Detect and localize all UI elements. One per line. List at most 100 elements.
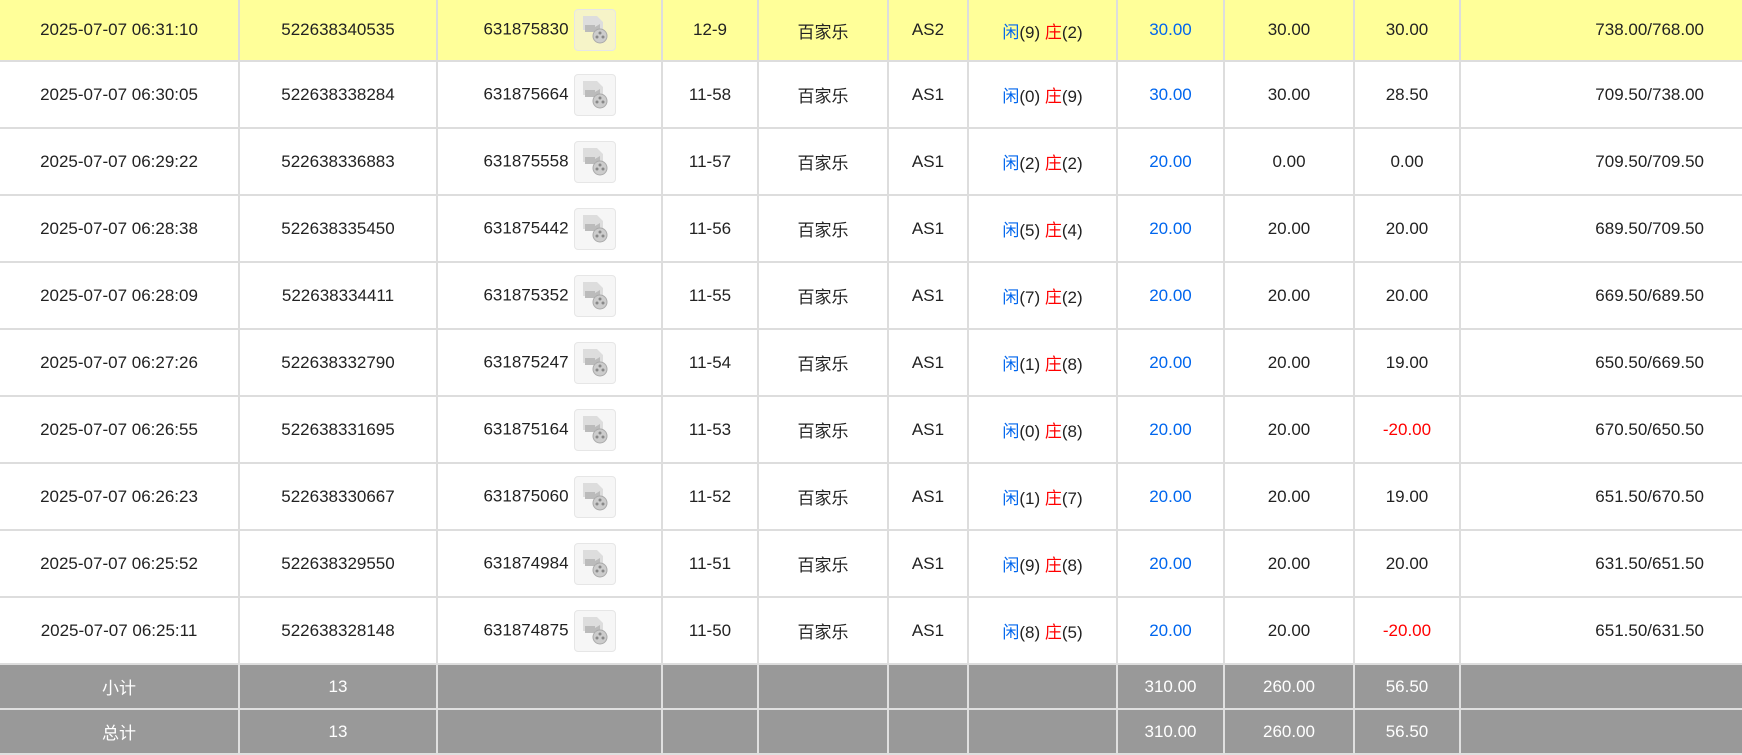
- game-name: 百家乐: [757, 0, 889, 62]
- round-id: 631875558: [483, 150, 569, 170]
- game-name: 百家乐: [757, 596, 889, 665]
- win-loss: 30.00: [1353, 0, 1461, 62]
- balance: 689.50/709.50: [1459, 194, 1742, 263]
- player-label: 闲: [1002, 556, 1020, 575]
- player-label: 闲: [1002, 288, 1020, 307]
- result: 闲(0) 庄(9): [967, 60, 1118, 129]
- banker-points: (7): [1061, 489, 1083, 508]
- video-replay-icon[interactable]: [573, 73, 616, 116]
- bet-amount: 20.00: [1116, 194, 1225, 263]
- banker-label: 庄: [1044, 556, 1062, 575]
- video-replay-icon[interactable]: [573, 140, 616, 183]
- video-replay-icon[interactable]: [573, 207, 616, 250]
- video-replay-icon[interactable]: [573, 408, 616, 451]
- shoe-number: 11-53: [661, 395, 759, 464]
- valid-bet: 20.00: [1223, 194, 1355, 263]
- balance: 709.50/709.50: [1459, 127, 1742, 196]
- banker-points: (2): [1061, 154, 1083, 173]
- summary-row: 小计 13 310.00 260.00 56.50: [0, 663, 1742, 710]
- banker-points: (9): [1061, 87, 1083, 106]
- video-replay-icon[interactable]: [573, 341, 616, 384]
- player-label: 闲: [1002, 154, 1020, 173]
- valid-bet: 20.00: [1223, 462, 1355, 531]
- bet-id: 522638335450: [238, 194, 438, 263]
- banker-label: 庄: [1044, 288, 1062, 307]
- banker-points: (8): [1061, 422, 1083, 441]
- banker-points: (8): [1061, 556, 1083, 575]
- round-id-cell: 631875247: [436, 328, 663, 397]
- banker-points: (2): [1061, 22, 1083, 42]
- table-row: 2025-07-07 06:27:26 522638332790 6318752…: [0, 328, 1742, 397]
- table-name: AS1: [887, 395, 969, 464]
- win-loss: 20.00: [1353, 529, 1461, 598]
- video-replay-icon[interactable]: [573, 609, 616, 652]
- bet-amount: 20.00: [1116, 261, 1225, 330]
- round-id: 631875664: [483, 83, 569, 103]
- video-replay-icon[interactable]: [573, 9, 616, 51]
- balance: 709.50/738.00: [1459, 60, 1742, 129]
- bet-id: 522638330667: [238, 462, 438, 531]
- bet-time: 2025-07-07 06:25:52: [0, 529, 240, 598]
- summary-valid: 260.00: [1223, 663, 1355, 710]
- summary-count: 13: [238, 663, 438, 710]
- round-id: 631875442: [483, 217, 569, 237]
- player-points: (8): [1019, 623, 1041, 642]
- bet-id: 522638332790: [238, 328, 438, 397]
- bet-time: 2025-07-07 06:29:22: [0, 127, 240, 196]
- banker-label: 庄: [1044, 355, 1062, 374]
- result: 闲(8) 庄(5): [967, 596, 1118, 665]
- bet-amount: 30.00: [1116, 0, 1225, 62]
- player-points: (0): [1019, 87, 1041, 106]
- table-name: AS1: [887, 529, 969, 598]
- player-label: 闲: [1002, 422, 1020, 441]
- player-label: 闲: [1002, 221, 1020, 240]
- player-points: (9): [1019, 22, 1041, 42]
- table-row: 2025-07-07 06:28:09 522638334411 6318753…: [0, 261, 1742, 330]
- summary-bet: 310.00: [1116, 708, 1225, 755]
- bet-time: 2025-07-07 06:27:26: [0, 328, 240, 397]
- video-replay-icon[interactable]: [573, 274, 616, 317]
- bet-id: 522638329550: [238, 529, 438, 598]
- bet-time: 2025-07-07 06:28:09: [0, 261, 240, 330]
- round-id-cell: 631875558: [436, 127, 663, 196]
- banker-label: 庄: [1044, 154, 1062, 173]
- banker-points: (2): [1061, 288, 1083, 307]
- player-points: (9): [1019, 556, 1041, 575]
- result: 闲(9) 庄(2): [967, 0, 1118, 62]
- game-name: 百家乐: [757, 462, 889, 531]
- result: 闲(0) 庄(8): [967, 395, 1118, 464]
- table-row: 2025-07-07 06:28:38 522638335450 6318754…: [0, 194, 1742, 263]
- round-id-cell: 631874984: [436, 529, 663, 598]
- valid-bet: 30.00: [1223, 60, 1355, 129]
- game-name: 百家乐: [757, 529, 889, 598]
- summary-count: 13: [238, 708, 438, 755]
- video-replay-icon[interactable]: [573, 475, 616, 518]
- table-name: AS1: [887, 60, 969, 129]
- summary-bet: 310.00: [1116, 663, 1225, 710]
- summary-win: 56.50: [1353, 708, 1461, 755]
- game-name: 百家乐: [757, 60, 889, 129]
- result: 闲(7) 庄(2): [967, 261, 1118, 330]
- summary-win: 56.50: [1353, 663, 1461, 710]
- win-loss: -20.00: [1353, 596, 1461, 665]
- video-replay-icon[interactable]: [573, 542, 616, 585]
- table-name: AS1: [887, 127, 969, 196]
- win-loss: 19.00: [1353, 328, 1461, 397]
- game-name: 百家乐: [757, 127, 889, 196]
- table-name: AS1: [887, 261, 969, 330]
- table-row: 2025-07-07 06:26:23 522638330667 6318750…: [0, 462, 1742, 531]
- result: 闲(2) 庄(2): [967, 127, 1118, 196]
- table-row: 2025-07-07 06:30:05 522638338284 6318756…: [0, 60, 1742, 129]
- banker-label: 庄: [1044, 22, 1062, 42]
- round-id: 631874875: [483, 619, 569, 639]
- shoe-number: 11-58: [661, 60, 759, 129]
- banker-label: 庄: [1044, 623, 1062, 642]
- round-id: 631875352: [483, 284, 569, 304]
- table-name: AS1: [887, 328, 969, 397]
- bet-time: 2025-07-07 06:30:05: [0, 60, 240, 129]
- round-id: 631875247: [483, 351, 569, 371]
- player-label: 闲: [1002, 87, 1020, 106]
- game-name: 百家乐: [757, 328, 889, 397]
- table-row: 2025-07-07 06:25:52 522638329550 6318749…: [0, 529, 1742, 598]
- win-loss: 28.50: [1353, 60, 1461, 129]
